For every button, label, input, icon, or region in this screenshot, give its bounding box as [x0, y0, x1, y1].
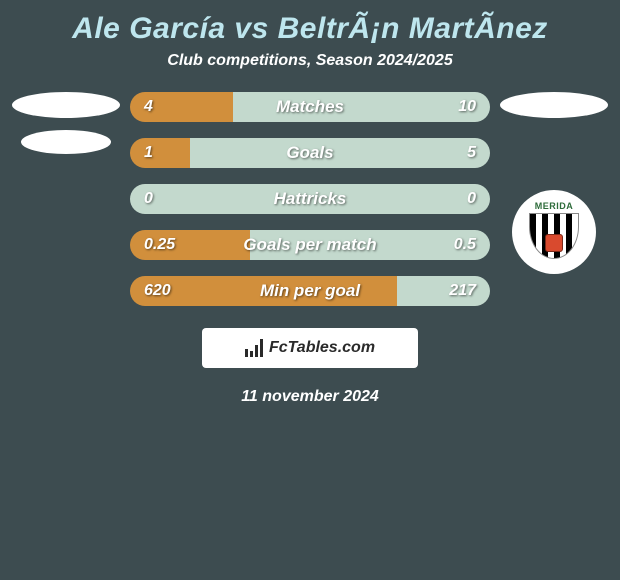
- stat-value-right: 0: [467, 190, 476, 208]
- stat-bar-right-fill: [190, 138, 490, 168]
- stats-column: 4 10 Matches 1 5 Goals 0 0 Hattricks 0.25 0.5 Goals…: [126, 86, 494, 306]
- stat-value-right: 0.5: [454, 236, 476, 254]
- stat-label: Min per goal: [260, 281, 360, 301]
- club-banner-text: MERIDA: [535, 201, 574, 211]
- player-logo-placeholder: [500, 92, 608, 118]
- content-row: 4 10 Matches 1 5 Goals 0 0 Hattricks 0.25 0.5 Goals…: [0, 86, 620, 306]
- page-title: Ale García vs BeltrÃ¡n MartÃ­nez: [0, 0, 620, 52]
- club-shield-badge: [545, 234, 563, 252]
- stat-value-left: 0: [144, 190, 153, 208]
- stat-label: Goals: [286, 143, 333, 163]
- stat-value-left: 620: [144, 282, 171, 300]
- stat-bar: 620 217 Min per goal: [130, 276, 490, 306]
- chart-icon-bar: [245, 349, 248, 357]
- chart-icon-bar: [260, 339, 263, 357]
- chart-icon-bar: [250, 351, 253, 357]
- brand-footer: FcTables.com: [202, 328, 418, 368]
- infographic-container: Ale García vs BeltrÃ¡n MartÃ­nez Club co…: [0, 0, 620, 580]
- chart-icon: [245, 339, 263, 357]
- left-player-col: [6, 86, 126, 154]
- stat-value-left: 1: [144, 144, 153, 162]
- date-label: 11 november 2024: [0, 388, 620, 406]
- stat-bar-left-fill: [130, 138, 190, 168]
- stat-label: Goals per match: [243, 235, 376, 255]
- stat-value-left: 0.25: [144, 236, 175, 254]
- subtitle: Club competitions, Season 2024/2025: [0, 52, 620, 86]
- stat-bar: 1 5 Goals: [130, 138, 490, 168]
- stat-value-right: 5: [467, 144, 476, 162]
- stat-bar-right-fill: [233, 92, 490, 122]
- club-shield-stripes: [529, 213, 579, 259]
- stat-value-right: 10: [458, 98, 476, 116]
- right-player-col: MERIDA: [494, 86, 614, 274]
- club-logo-placeholder: [21, 130, 111, 154]
- stat-bar: 0 0 Hattricks: [130, 184, 490, 214]
- stat-label: Hattricks: [274, 189, 347, 209]
- stat-bar: 0.25 0.5 Goals per match: [130, 230, 490, 260]
- stat-value-left: 4: [144, 98, 153, 116]
- brand-text: FcTables.com: [269, 339, 375, 357]
- player-logo-placeholder: [12, 92, 120, 118]
- club-logo-merida: MERIDA: [512, 190, 596, 274]
- stat-value-right: 217: [449, 282, 476, 300]
- chart-icon-bar: [255, 345, 258, 357]
- stat-bar: 4 10 Matches: [130, 92, 490, 122]
- stat-label: Matches: [276, 97, 344, 117]
- club-shield-graphic: MERIDA: [523, 201, 585, 263]
